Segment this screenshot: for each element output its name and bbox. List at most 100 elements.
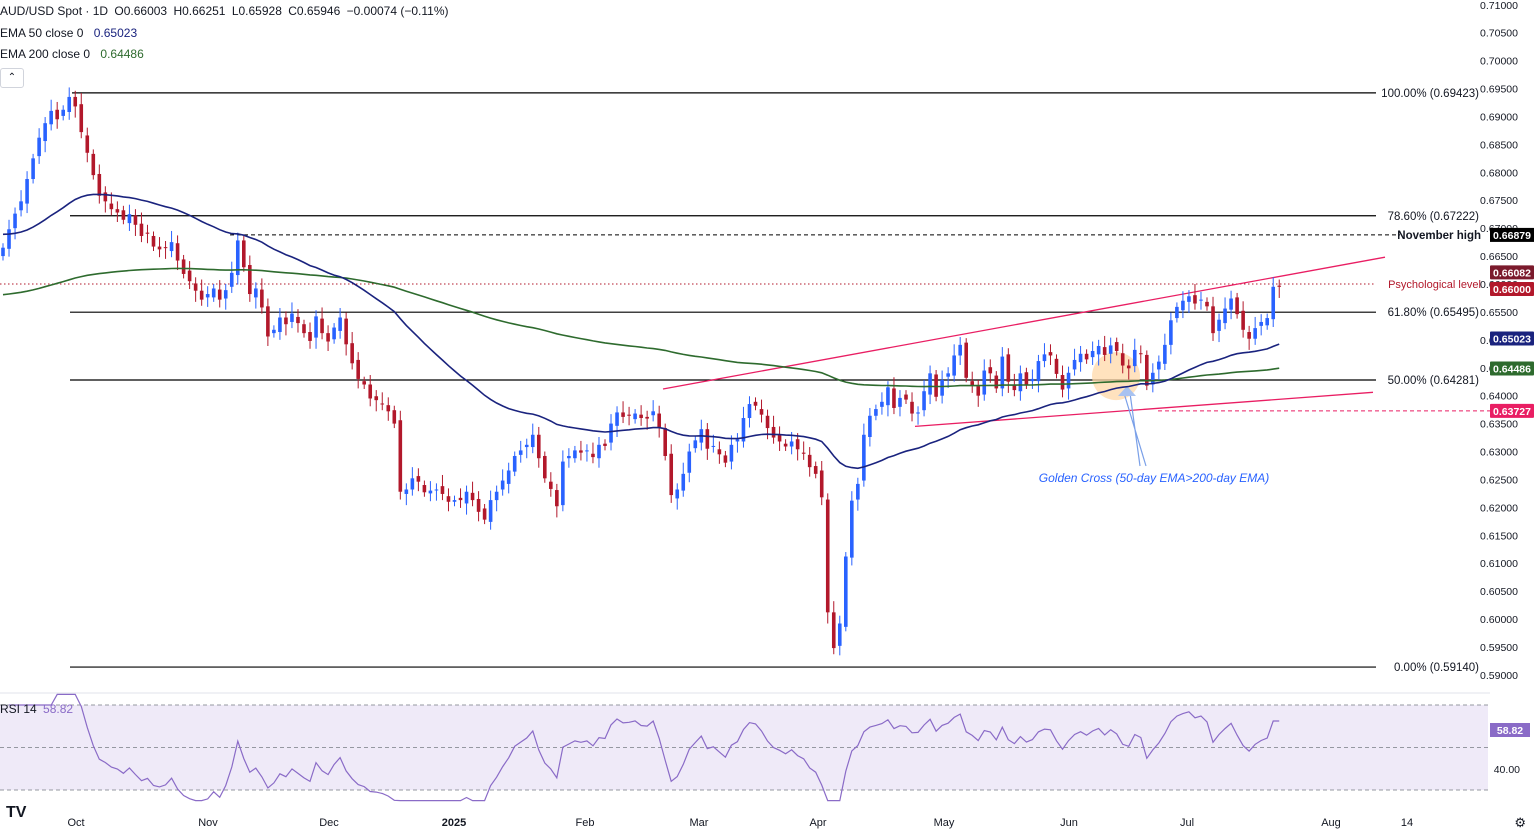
- candle-body: [976, 386, 981, 396]
- high-value: H0.66251: [173, 4, 226, 18]
- candle-body: [368, 384, 373, 399]
- time-axis-label: Apr: [809, 817, 826, 829]
- time-axis-label: Dec: [319, 817, 339, 829]
- candle-body: [73, 96, 78, 107]
- candle-body: [868, 415, 872, 438]
- candle-body: [940, 380, 944, 396]
- candle-body: [398, 420, 403, 492]
- tradingview-logo[interactable]: TV: [6, 804, 27, 821]
- symbol-header[interactable]: AUD/USD Spot · 1D O0.66003 H0.66251 L0.6…: [0, 4, 451, 18]
- candle-body: [157, 246, 162, 250]
- candle-body: [193, 283, 198, 291]
- fib-level-label: 78.60% (0.67222): [1388, 211, 1480, 223]
- chevron-up-icon[interactable]: ⌃: [0, 68, 24, 88]
- candle-body: [1271, 286, 1276, 320]
- candle-body: [434, 489, 439, 491]
- candle-body: [639, 414, 643, 419]
- rsi-badge: [1490, 723, 1530, 737]
- rsi-legend[interactable]: RSI 14 58.82: [0, 702, 76, 716]
- ema200-legend[interactable]: EMA 200 close 0 0.64486: [0, 47, 147, 61]
- candle-body: [169, 242, 174, 252]
- ema-lines: [2, 193, 1280, 470]
- candle-body: [621, 412, 625, 417]
- candle-body: [771, 426, 776, 438]
- candle-body: [777, 434, 782, 442]
- candle-body: [807, 454, 812, 468]
- candle-body: [49, 110, 53, 125]
- candle-body: [880, 401, 884, 407]
- price-tick-label: 0.63000: [1480, 447, 1518, 459]
- candle-body: [416, 476, 421, 482]
- candle-body: [392, 410, 397, 424]
- candle-body: [904, 394, 908, 400]
- rsi-line: [9, 693, 1280, 802]
- candle-body: [958, 344, 962, 356]
- candle-body: [1241, 310, 1245, 330]
- candle-body: [970, 381, 975, 386]
- time-axis-label: Jun: [1060, 817, 1078, 829]
- candle-body: [13, 213, 17, 229]
- price-badge-label: 0.64486: [1493, 364, 1531, 376]
- candle-body: [139, 223, 144, 236]
- candle-body: [266, 306, 270, 337]
- price-tick-label: 0.63500: [1480, 419, 1518, 431]
- candle-body: [362, 381, 366, 385]
- candle-body: [1090, 351, 1095, 358]
- candle-body: [1084, 353, 1089, 360]
- time-axis-label: May: [934, 817, 955, 829]
- november-high-badge-label: 0.66879: [1493, 230, 1531, 242]
- candle-body: [1078, 353, 1083, 363]
- price-badge-label: 0.66082: [1493, 267, 1531, 279]
- candle-body: [1036, 361, 1041, 382]
- candle-body: [717, 449, 722, 455]
- candle-body: [530, 434, 535, 448]
- candle-body: [115, 209, 120, 213]
- chart-lines: [0, 92, 1490, 694]
- candle-body: [813, 466, 818, 474]
- candle-body: [1145, 354, 1149, 386]
- candle-body: [1265, 318, 1269, 326]
- candle-body: [1157, 361, 1161, 370]
- candle-body: [235, 240, 240, 276]
- time-axis-label: Aug: [1321, 817, 1341, 829]
- price-badge-label: 0.65023: [1493, 334, 1531, 346]
- price-tick-label: 0.67500: [1480, 195, 1518, 207]
- candle-body: [765, 415, 770, 429]
- ema50-legend[interactable]: EMA 50 close 0 0.65023: [0, 26, 140, 40]
- candle-body: [374, 396, 379, 401]
- candle-body: [446, 496, 451, 502]
- candle-body: [862, 434, 866, 481]
- candle-body: [874, 409, 878, 416]
- symbol-title[interactable]: AUD/USD Spot · 1D: [0, 4, 109, 18]
- candle-body: [211, 288, 216, 298]
- candle-body: [705, 429, 710, 449]
- gear-icon[interactable]: ⚙: [1514, 815, 1526, 830]
- candle-body: [549, 481, 553, 489]
- price-badge: [1490, 361, 1534, 376]
- candle-body: [1259, 321, 1263, 326]
- candle-body: [1066, 372, 1071, 389]
- candle-body: [217, 289, 222, 300]
- price-tick-label: 0.69000: [1480, 111, 1518, 123]
- golden-cross-arrow: [1123, 392, 1147, 467]
- candle-body: [681, 473, 686, 491]
- candle-body: [410, 478, 415, 490]
- rsi-badge-label: 58.82: [1497, 725, 1523, 737]
- candle-body: [524, 444, 529, 448]
- price-tick-label: 0.65500: [1480, 307, 1518, 319]
- change-value: −0.00074 (−0.11%): [346, 4, 449, 18]
- candle-body: [278, 317, 282, 333]
- candle-body: [585, 450, 589, 452]
- candle-body: [223, 290, 228, 299]
- candle-body: [326, 333, 330, 342]
- candle-body: [1235, 297, 1239, 315]
- candle-body: [308, 332, 312, 341]
- candle-body: [651, 411, 655, 416]
- candle-body: [669, 453, 674, 496]
- candle-body: [1211, 306, 1215, 334]
- price-tick-label: 0.68500: [1480, 139, 1518, 151]
- candle-body: [440, 486, 445, 494]
- candle-body: [1096, 345, 1101, 355]
- candle-body: [422, 485, 427, 493]
